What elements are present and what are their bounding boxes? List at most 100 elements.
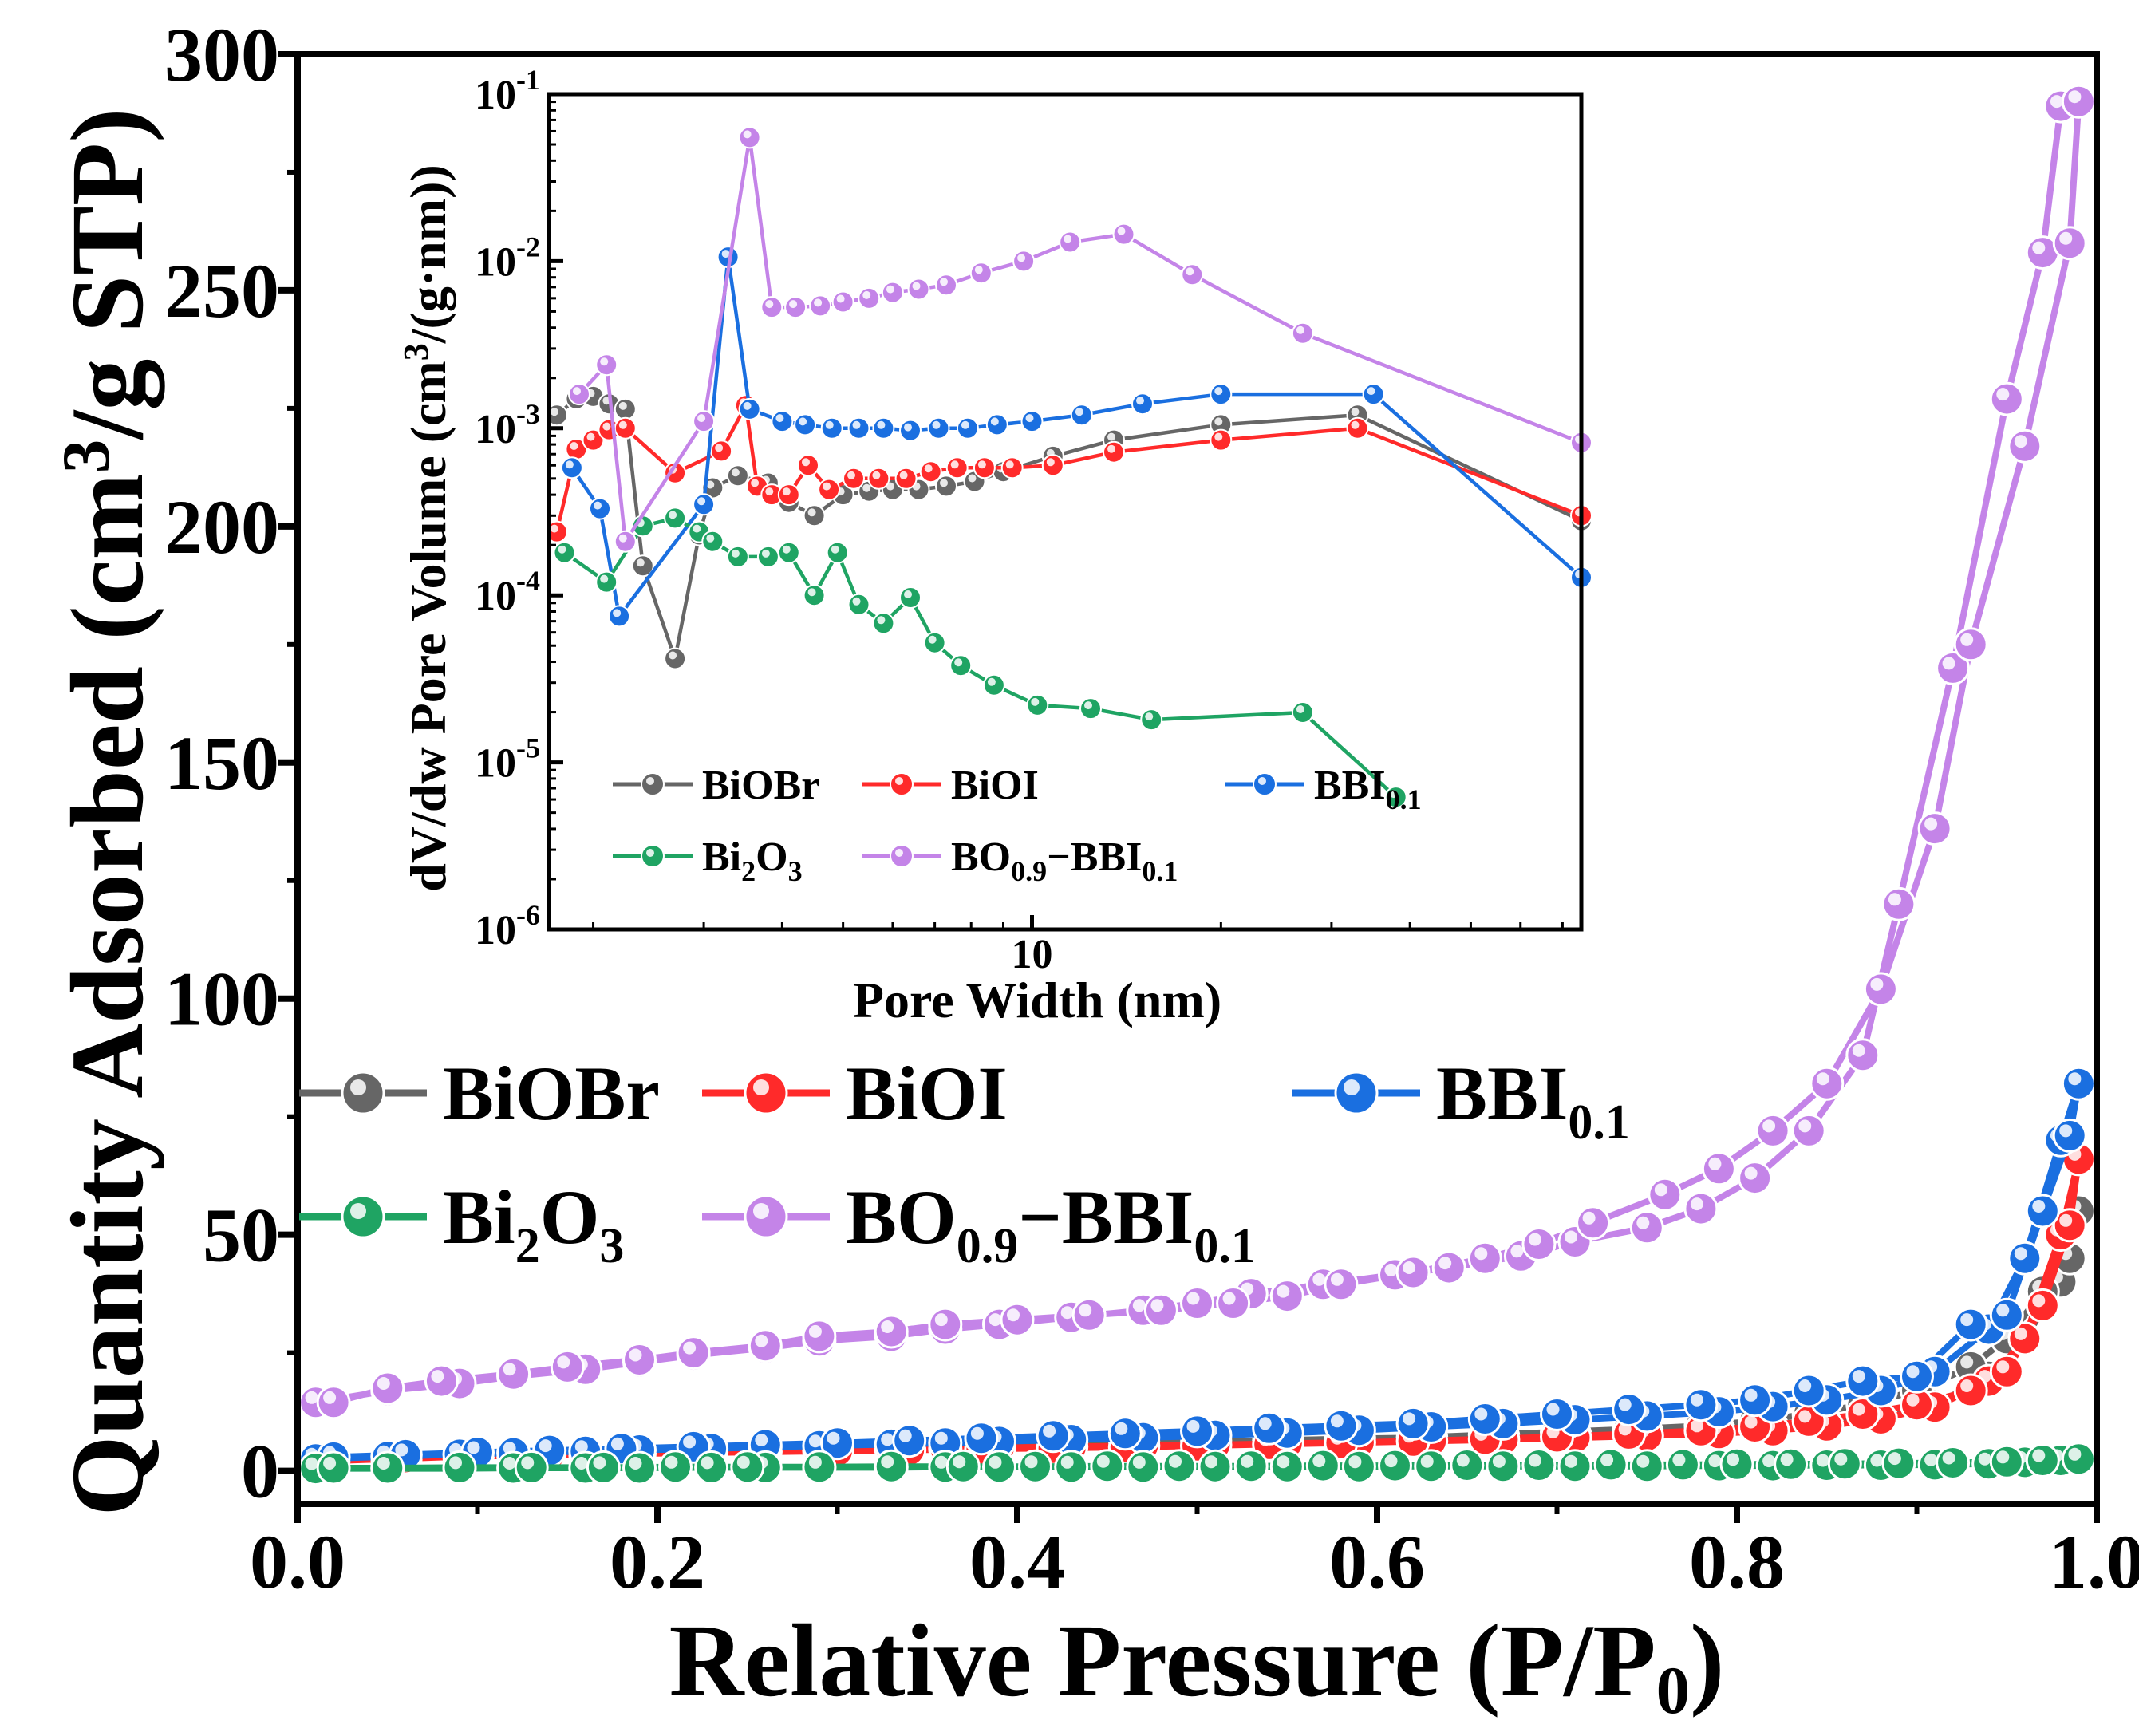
main-point-highlight-bo	[557, 1355, 570, 1369]
main-legend-marker-highlight-bi2o3	[350, 1203, 366, 1219]
inset-point-highlight-bi2o3	[954, 658, 963, 667]
inset-point-highlight-biobr	[968, 474, 977, 483]
main-point-highlight-bi2o3	[1420, 1454, 1434, 1468]
inset-legend-label-bbi: BBI0.1	[1314, 763, 1422, 815]
inset-y-tick-exponent: -3	[516, 398, 540, 430]
inset-point-highlight-bi2o3	[987, 677, 996, 686]
inset-point-highlight-bbi	[961, 420, 969, 429]
main-point-highlight-bbi	[467, 1441, 480, 1454]
inset-point-highlight-bioi	[1214, 432, 1223, 441]
main-point-highlight-bbi	[2068, 1072, 2082, 1086]
main-point-highlight-bo	[1330, 1272, 1344, 1286]
main-point-highlight-bo	[1510, 1245, 1524, 1258]
inset-point-highlight-bbi	[697, 497, 706, 506]
main-point-highlight-bi2o3	[1492, 1454, 1506, 1468]
main-point-highlight-bbi	[1906, 1365, 1920, 1379]
legend-text-run: BO	[846, 1174, 957, 1260]
main-point-highlight-bi2o3	[1636, 1454, 1650, 1468]
main-x-tick-label: 1.0	[2049, 1519, 2139, 1604]
inset-y-tick-label: 10-6	[475, 899, 540, 953]
inset-point-highlight-bo	[1296, 326, 1304, 334]
main-point-highlight-bi2o3	[323, 1457, 337, 1470]
main-point-highlight-bbi	[755, 1434, 768, 1446]
inset-point-highlight-bioi	[823, 482, 831, 491]
main-point-highlight-bi2o3	[1924, 1453, 1938, 1466]
main-point-highlight-bo	[1924, 817, 1938, 831]
inset-legend-label-biobr: BiOBr	[702, 763, 819, 808]
main-point-highlight-bbi	[1186, 1419, 1200, 1433]
main-point-highlight-bo	[2050, 95, 2063, 108]
main-legend-marker-highlight-bioi	[753, 1079, 769, 1095]
main-point-highlight-bo	[1960, 633, 1974, 646]
main-legend-marker-highlight-biobr	[350, 1079, 366, 1095]
main-point-highlight-bbi	[683, 1435, 697, 1449]
main-point-highlight-bioi	[1690, 1419, 1703, 1433]
main-point-highlight-bo	[1132, 1299, 1146, 1312]
main-x-tick-label: 0.4	[969, 1519, 1065, 1604]
main-point-highlight-bi2o3	[1565, 1454, 1577, 1468]
main-point-highlight-bi2o3	[1384, 1454, 1398, 1468]
main-point-highlight-bo	[2059, 231, 2073, 245]
inset-point-highlight-bbi	[904, 423, 912, 432]
inset-point-highlight-bo	[573, 387, 581, 396]
inset-point-highlight-biobr	[1351, 408, 1360, 416]
legend-subscript: 0.9	[1011, 855, 1047, 887]
main-point-highlight-bo	[629, 1348, 642, 1362]
main-point-highlight-bo	[1312, 1272, 1326, 1286]
main-point-highlight-bbi	[395, 1443, 408, 1457]
main-point-highlight-bi2o3	[1169, 1454, 1182, 1468]
inset-point-highlight-bi2o3	[731, 549, 740, 558]
legend-text-run: BiOBr	[443, 1051, 660, 1136]
main-point-highlight-bo	[1079, 1304, 1092, 1317]
main-point-highlight-bbi	[881, 1433, 894, 1446]
main-point-highlight-bbi	[1744, 1388, 1758, 1402]
main-x-tick-label: 0.8	[1689, 1519, 1785, 1604]
inset-point-highlight-bo	[1117, 227, 1126, 235]
main-point-highlight-bi2o3	[2032, 1449, 2046, 1462]
inset-point-highlight-bi2o3	[807, 588, 816, 597]
inset-series-bi2o3	[553, 507, 1407, 809]
main-point-highlight-bo	[305, 1391, 318, 1404]
inset-point-highlight-bo	[940, 278, 948, 286]
inset-point-highlight-bioi	[602, 422, 611, 431]
inset-point-highlight-bioi	[1005, 460, 1014, 469]
inset-point-highlight-bbi	[594, 501, 602, 510]
inset-point-highlight-biobr	[669, 651, 677, 660]
main-point-highlight-bo	[1654, 1183, 1667, 1197]
main-point-highlight-bo	[1816, 1072, 1829, 1086]
main-point-highlight-bo	[2068, 90, 2082, 104]
main-point-highlight-bi2o3	[1762, 1454, 1776, 1468]
legend-text-run: O	[540, 1174, 600, 1260]
inset-point-highlight-bi2o3	[904, 590, 912, 598]
inset-point-highlight-bbi	[1025, 414, 1034, 423]
inset-legend-marker-highlight-bo	[895, 849, 903, 857]
main-point-highlight-bbi	[1852, 1370, 1865, 1383]
inset-x-tick-label: 10	[1011, 932, 1052, 977]
inset-point-highlight-bi2o3	[693, 524, 701, 533]
main-point-highlight-bbi	[610, 1437, 624, 1450]
main-point-highlight-bbi	[1474, 1407, 1488, 1421]
legend-text-run: O	[756, 834, 787, 880]
main-point-highlight-bi2o3	[953, 1455, 966, 1469]
main-point-highlight-bbi	[1690, 1393, 1703, 1407]
inset-point-biobr	[614, 397, 637, 420]
inset-point-highlight-bi2o3	[877, 616, 886, 625]
inset-point-highlight-bioi	[872, 471, 881, 479]
main-point-highlight-bi2o3	[736, 1455, 750, 1469]
legend-subscript: 3	[599, 1219, 624, 1273]
main-point-highlight-bbi	[1403, 1412, 1416, 1426]
main-point-highlight-bo	[323, 1391, 337, 1404]
inset-point-highlight-bo	[1017, 254, 1026, 262]
inset-point-highlight-biobr	[706, 480, 715, 489]
inset-legend-item-bbi: BBI0.1	[1225, 763, 1422, 815]
inset-point-highlight-bi2o3	[1145, 712, 1154, 721]
inset-y-tick-base: 10	[475, 741, 516, 787]
main-y-tick-label: 300	[164, 12, 279, 97]
legend-text-run: BiOI	[951, 763, 1039, 808]
main-point-highlight-bo	[1744, 1166, 1758, 1180]
main-x-axis-title: Relative Pressure (P/P0)	[669, 1604, 1725, 1728]
main-point-highlight-bioi	[2059, 1213, 2073, 1227]
main-point-highlight-bi2o3	[1024, 1455, 1038, 1469]
inset-series-group	[545, 126, 1592, 809]
